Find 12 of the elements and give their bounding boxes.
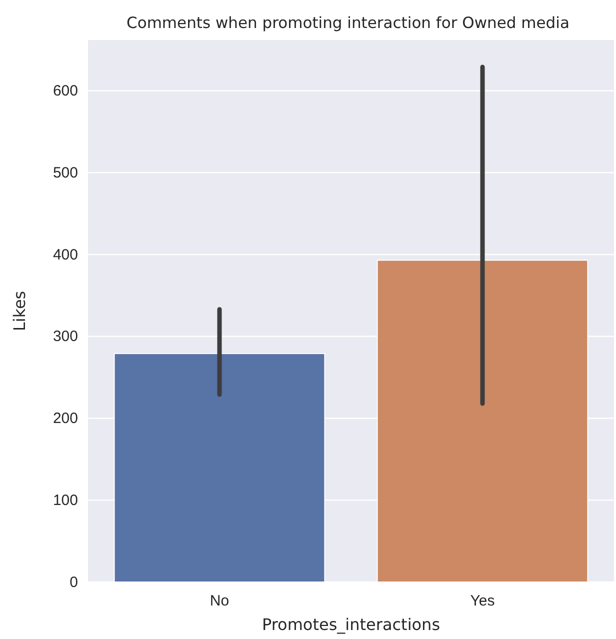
- y-tick-label: 300: [52, 328, 78, 346]
- y-tick-label: 600: [52, 82, 78, 100]
- x-tick-label: No: [210, 592, 230, 610]
- y-tick-label: 400: [52, 246, 78, 264]
- y-tick-label: 200: [52, 410, 78, 428]
- y-tick-label: 500: [52, 164, 78, 182]
- y-axis-title: Likes: [10, 290, 29, 332]
- chart-title: Comments when promoting interaction for Owned media: [126, 14, 570, 32]
- y-tick-label: 0: [70, 574, 78, 591]
- y-tick-label: 100: [52, 492, 78, 509]
- x-axis-title: Promotes_interactions: [262, 615, 440, 634]
- x-tick-label: Yes: [470, 592, 495, 610]
